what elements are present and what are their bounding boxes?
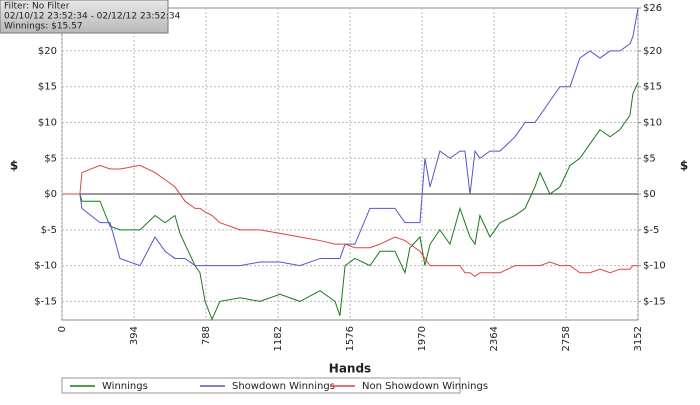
x-axis-label: Hands [329,362,371,376]
y2-tick-label: $0 [643,189,656,200]
series-line [62,82,639,321]
y-axis-label: $ [10,159,18,173]
y-tick-label: $10 [38,117,57,128]
y-tick-label: $5 [44,153,57,164]
y2-tick-label: $26 [643,3,662,14]
legend-label: Non Showdown Winnings [362,381,488,392]
y2-tick-label: $5 [643,153,656,164]
y-tick-label: $-15 [34,296,57,307]
y2-tick-label: $-5 [643,225,659,236]
info-line: Winnings: $15.57 [4,22,83,32]
y-tick-label: $-5 [41,225,57,236]
x-tick-label: 3152 [633,326,644,351]
x-tick-label: 2364 [489,326,500,351]
y-tick-label: $0 [44,189,57,200]
info-line: Filter: No Filter [4,2,70,12]
y2-axis-label: $ [680,159,688,173]
legend-label: Winnings [102,381,148,392]
info-background [0,0,169,34]
y2-tick-label: $20 [643,46,662,57]
x-tick-label: 2758 [561,326,572,351]
y2-tick-label: $10 [643,117,662,128]
x-tick-label: 1576 [345,326,356,351]
y2-tick-label: $-10 [643,261,666,272]
x-tick-label: 394 [129,326,140,345]
x-tick-label: 788 [201,326,212,345]
x-tick-label: 0 [57,326,68,332]
info-line: 02/10/12 23:52:34 - 02/12/12 23:52:34 [4,12,181,22]
y2-tick-label: $-15 [643,296,666,307]
y-tick-label: $-10 [34,261,57,272]
y2-tick-label: $15 [643,82,662,93]
x-tick-label: 1182 [273,326,284,351]
y-tick-label: $15 [38,82,57,93]
legend-label: Showdown Winnings [232,381,335,392]
legend [61,377,461,394]
y-tick-label: $20 [38,46,57,57]
series-line [62,7,639,267]
series-line [62,164,638,277]
x-tick-label: 1970 [417,326,428,351]
